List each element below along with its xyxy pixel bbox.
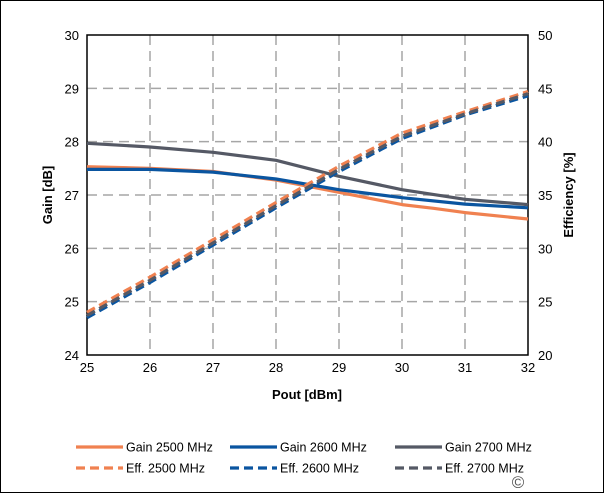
legend-label: Eff. 2500 MHz	[126, 462, 205, 476]
series-line-gain-2500-mhz	[86, 165, 529, 221]
series-line-eff-2500-mhz	[86, 89, 529, 314]
y-tick-label-right: 30	[538, 241, 552, 256]
y-tick-label-left: 28	[65, 135, 79, 150]
series-lines	[86, 89, 529, 320]
copyright-watermark: ©	[512, 473, 525, 492]
y-tick-label-right: 35	[538, 188, 552, 203]
series-line-eff-2700-mhz	[86, 92, 529, 317]
y-axis-title-right: Efficiency [%]	[561, 152, 576, 237]
y-tick-label-right: 25	[538, 295, 552, 310]
legend-label: Eff. 2600 MHz	[280, 462, 359, 476]
y-tick-label-left: 26	[65, 241, 79, 256]
x-axis-title: Pout [dBm]	[272, 387, 342, 402]
y-tick-label-left: 25	[65, 295, 79, 310]
y-tick-label-left: 30	[65, 28, 79, 43]
legend-label: Eff. 2700 MHz	[445, 462, 524, 476]
x-tick-label: 32	[521, 360, 535, 375]
y-axis-title-left: Gain [dB]	[40, 166, 55, 225]
x-tick-label: 30	[395, 360, 409, 375]
y-tick-label-right: 45	[538, 81, 552, 96]
x-tick-label: 29	[332, 360, 346, 375]
legend: Gain 2500 MHz Gain 2600 MHz Gain 2700 MHz E…	[76, 441, 532, 476]
axis-ticks: 25 26 27 28 29 30 31 32242526272829302025303540…	[65, 28, 553, 375]
x-tick-label: 26	[143, 360, 157, 375]
legend-label: Gain 2500 MHz	[126, 441, 213, 455]
x-tick-label: 31	[458, 360, 472, 375]
x-tick-label: 28	[269, 360, 283, 375]
grid	[87, 35, 528, 355]
y-tick-label-right: 40	[538, 135, 552, 150]
y-tick-label-right: 50	[538, 28, 552, 43]
x-tick-label: 27	[206, 360, 220, 375]
series-line-eff-2600-mhz	[86, 94, 529, 320]
legend-label: Gain 2600 MHz	[280, 441, 367, 455]
y-tick-label-left: 27	[65, 188, 79, 203]
x-tick-label: 25	[80, 360, 94, 375]
y-tick-label-left: 24	[65, 348, 79, 363]
plot-area	[86, 34, 529, 356]
y-tick-label-left: 29	[65, 81, 79, 96]
y-tick-label-right: 20	[538, 348, 552, 363]
series-line-gain-2700-mhz	[86, 141, 529, 207]
legend-label: Gain 2700 MHz	[445, 441, 532, 455]
